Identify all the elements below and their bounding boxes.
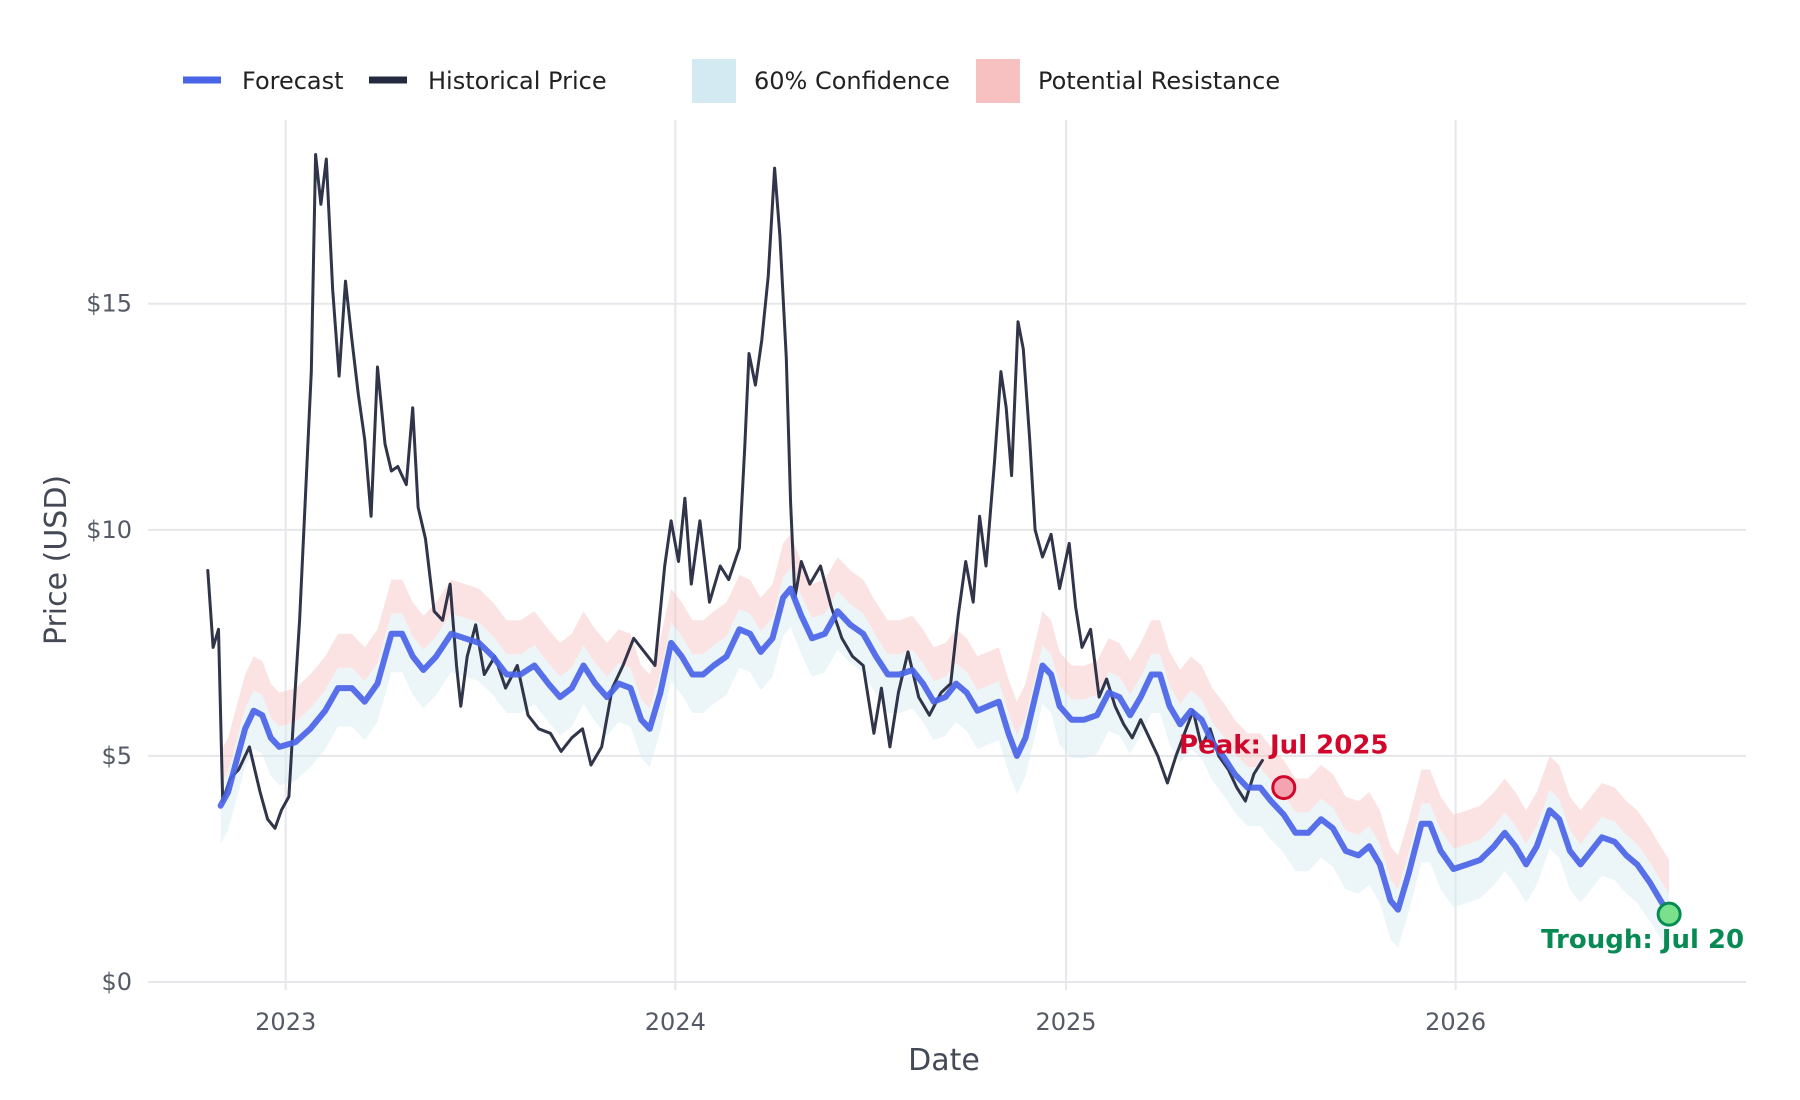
legend-item-resistance[interactable]: Potential Resistance [976, 59, 1280, 103]
legend-label-forecast: Forecast [242, 67, 344, 95]
legend-label-resistance: Potential Resistance [1038, 67, 1280, 95]
trough-marker [1656, 901, 1682, 927]
y-tick-label: $10 [86, 516, 132, 544]
y-axis-ticks: $0 $5 $10 $15 [86, 290, 132, 996]
series-line-forecast [217, 585, 1673, 918]
x-tick-label: 2024 [645, 1008, 706, 1036]
legend-label-confidence: 60% Confidence [754, 67, 950, 95]
legend-swatch-resistance [976, 59, 1020, 103]
y-tick-label: $5 [101, 742, 132, 770]
series-lines [206, 153, 1673, 918]
x-tick-label: 2026 [1425, 1008, 1486, 1036]
legend-swatch-confidence [692, 59, 736, 103]
legend-item-confidence[interactable]: 60% Confidence [692, 59, 950, 103]
peak-annotation-label: Peak: Jul 2025 [1179, 731, 1389, 761]
bands [220, 534, 1670, 953]
x-axis-title: Date [908, 1043, 980, 1078]
band-potential-resistance [220, 534, 1670, 894]
legend-item-forecast[interactable]: Forecast [183, 67, 344, 95]
legend-item-historical-price[interactable]: Historical Price [369, 67, 607, 95]
trough-annotation-label: Trough: Jul 20 [1541, 925, 1744, 955]
x-tick-label: 2023 [255, 1008, 316, 1036]
peak-marker [1271, 775, 1297, 801]
x-axis-ticks: 2023 2024 2025 2026 [255, 1008, 1486, 1036]
y-tick-label: $0 [101, 968, 132, 996]
y-axis-title: Price (USD) [39, 475, 74, 645]
legend-label-historical-price: Historical Price [428, 67, 607, 95]
series-line-historical-price [206, 153, 1264, 830]
legend: Forecast Historical Price 60% Confidence… [183, 59, 1280, 103]
annotations: Peak: Jul 2025 Trough: Jul 20 [1179, 731, 1744, 956]
y-tick-label: $15 [86, 290, 132, 318]
x-tick-label: 2025 [1035, 1008, 1096, 1036]
